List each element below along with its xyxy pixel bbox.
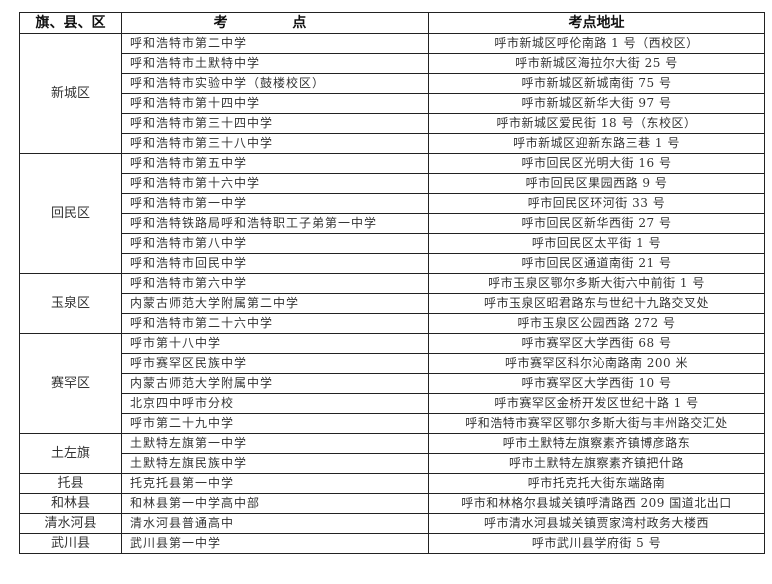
school-cell: 呼和浩特市第一中学	[121, 193, 429, 214]
school-cell: 呼和浩特市第六中学	[121, 273, 429, 294]
district-cell: 和林县	[19, 493, 122, 514]
district-cell: 清水河县	[19, 513, 122, 534]
table-row: 清水河县 清水河县普通高中 呼市清水河县城关镇贾家湾村政务大楼西	[19, 513, 765, 534]
school-cell: 托克托县第一中学	[121, 473, 429, 494]
header-district: 旗、县、区	[19, 12, 122, 34]
table-row: 和林县 和林县第一中学高中部 呼市和林格尔县城关镇呼清路西 209 国道北出口	[19, 493, 765, 514]
address-cell: 呼市回民区光明大街 16 号	[428, 153, 765, 174]
school-cell: 呼和浩特市第二十六中学	[121, 313, 429, 334]
table-row: 土左旗 土默特左旗第一中学 呼市土默特左旗察素齐镇博彦路东	[19, 433, 765, 474]
address-cell: 呼市玉泉区昭君路东与世纪十九路交叉处	[428, 293, 765, 314]
district-cell: 回民区	[19, 153, 122, 274]
table-row: 呼和浩特市土默特中学 呼市新城区海拉尔大街 25 号	[20, 53, 765, 74]
exam-sites-table: 旗、县、区 考 点 考点地址 新城区 呼和浩特市第二中学 呼市新城区呼伦南路 1 号…	[19, 12, 765, 554]
table-row: 内蒙古师范大学附属中学 呼市赛罕区大学西街 10 号	[20, 373, 765, 394]
school-cell: 土默特左旗民族中学	[121, 453, 429, 474]
district-cell: 新城区	[19, 33, 122, 154]
table-row: 呼和浩特市第二十六中学 呼市玉泉区公园西路 272 号	[20, 313, 765, 334]
address-cell: 呼市清水河县城关镇贾家湾村政务大楼西	[428, 513, 765, 534]
table-row: 新城区 呼和浩特市第二中学 呼市新城区呼伦南路 1 号（西校区）	[19, 33, 765, 154]
header-site: 考 点	[121, 12, 429, 34]
table-row: 呼和浩特市实验中学（鼓楼校区） 呼市新城区新城南街 75 号	[20, 73, 765, 94]
address-cell: 呼市赛罕区科尔沁南路南 200 米	[428, 353, 765, 374]
school-cell: 呼和浩特市第八中学	[121, 233, 429, 254]
table-row: 北京四中呼市分校 呼市赛罕区金桥开发区世纪十路 1 号	[20, 393, 765, 414]
district-cell: 土左旗	[19, 433, 122, 474]
school-cell: 呼市第二十九中学	[121, 413, 429, 434]
address-cell: 呼市玉泉区公园西路 272 号	[428, 313, 765, 334]
school-cell: 土默特左旗第一中学	[121, 433, 429, 454]
address-cell: 呼市新城区新华大街 97 号	[428, 93, 765, 114]
address-cell: 呼市新城区新城南街 75 号	[428, 73, 765, 94]
address-cell: 呼市新城区爱民街 18 号（东校区）	[428, 113, 765, 134]
header-address: 考点地址	[428, 12, 765, 34]
district-cell: 赛罕区	[19, 333, 122, 434]
school-cell: 呼和浩特市第十四中学	[121, 93, 429, 114]
address-cell: 呼市回民区太平街 1 号	[428, 233, 765, 254]
school-cell: 内蒙古师范大学附属第二中学	[121, 293, 429, 314]
address-cell: 呼市新城区迎新东路三巷 1 号	[428, 133, 765, 154]
school-cell: 内蒙古师范大学附属中学	[121, 373, 429, 394]
address-cell: 呼市和林格尔县城关镇呼清路西 209 国道北出口	[428, 493, 765, 514]
address-cell: 呼市赛罕区金桥开发区世纪十路 1 号	[428, 393, 765, 414]
header-row: 旗、县、区 考 点 考点地址	[19, 12, 765, 34]
table-body: 新城区 呼和浩特市第二中学 呼市新城区呼伦南路 1 号（西校区） 呼和浩特市土默特中学…	[19, 33, 765, 554]
address-cell: 呼市新城区呼伦南路 1 号（西校区）	[428, 33, 765, 54]
table-row: 呼和浩特市回民中学 呼市回民区通道南街 21 号	[20, 253, 765, 274]
address-cell: 呼市回民区环河街 33 号	[428, 193, 765, 214]
school-cell: 和林县第一中学高中部	[121, 493, 429, 514]
table-row: 玉泉区 呼和浩特市第六中学 呼市玉泉区鄂尔多斯大街六中前街 1 号	[19, 273, 765, 334]
table-row: 呼和浩特市第八中学 呼市回民区太平街 1 号	[20, 233, 765, 254]
address-cell: 呼市赛罕区大学西街 10 号	[428, 373, 765, 394]
address-cell: 呼市玉泉区鄂尔多斯大街六中前街 1 号	[428, 273, 765, 294]
address-cell: 呼市赛罕区大学西街 68 号	[428, 333, 765, 354]
school-cell: 呼和浩特市第三十八中学	[121, 133, 429, 154]
address-cell: 呼市回民区通道南街 21 号	[428, 253, 765, 274]
address-cell: 呼市新城区海拉尔大街 25 号	[428, 53, 765, 74]
district-cell: 武川县	[19, 533, 122, 554]
school-cell: 呼和浩特铁路局呼和浩特职工子弟第一中学	[121, 213, 429, 234]
table-row: 内蒙古师范大学附属第二中学 呼市玉泉区昭君路东与世纪十九路交叉处	[20, 293, 765, 314]
table-row: 呼和浩特市第一中学 呼市回民区环河街 33 号	[20, 193, 765, 214]
table-row: 回民区 呼和浩特市第五中学 呼市回民区光明大街 16 号	[19, 153, 765, 274]
district-cell: 玉泉区	[19, 273, 122, 334]
table-row: 呼和浩特市第三十四中学 呼市新城区爱民街 18 号（东校区）	[20, 113, 765, 134]
table-row: 赛罕区 呼市第十八中学 呼市赛罕区大学西街 68 号	[19, 333, 765, 434]
school-cell: 呼市第十八中学	[121, 333, 429, 354]
school-cell: 呼和浩特市第三十四中学	[121, 113, 429, 134]
district-cell: 托县	[19, 473, 122, 494]
address-cell: 呼市土默特左旗察素齐镇博彦路东	[428, 433, 765, 454]
school-cell: 呼和浩特市土默特中学	[121, 53, 429, 74]
school-cell: 清水河县普通高中	[121, 513, 429, 534]
address-cell: 呼市回民区新华西街 27 号	[428, 213, 765, 234]
school-cell: 武川县第一中学	[121, 533, 429, 554]
school-cell: 呼和浩特市回民中学	[121, 253, 429, 274]
table-row: 呼和浩特市第十四中学 呼市新城区新华大街 97 号	[20, 93, 765, 114]
address-cell: 呼市托克托大街东端路南	[428, 473, 765, 494]
table-row: 呼市赛罕区民族中学 呼市赛罕区科尔沁南路南 200 米	[20, 353, 765, 374]
school-cell: 呼和浩特市第二中学	[121, 33, 429, 54]
address-cell: 呼市武川县学府街 5 号	[428, 533, 765, 554]
address-cell: 呼市回民区果园西路 9 号	[428, 173, 765, 194]
school-cell: 呼和浩特市第十六中学	[121, 173, 429, 194]
school-cell: 北京四中呼市分校	[121, 393, 429, 414]
address-cell: 呼和浩特市赛罕区鄂尔多斯大街与丰州路交汇处	[428, 413, 765, 434]
table-row: 呼和浩特市第十六中学 呼市回民区果园西路 9 号	[20, 173, 765, 194]
table-row: 呼和浩特铁路局呼和浩特职工子弟第一中学 呼市回民区新华西街 27 号	[20, 213, 765, 234]
school-cell: 呼市赛罕区民族中学	[121, 353, 429, 374]
table-row: 呼市第二十九中学 呼和浩特市赛罕区鄂尔多斯大街与丰州路交汇处	[20, 413, 765, 434]
table-row: 武川县 武川县第一中学 呼市武川县学府街 5 号	[19, 533, 765, 554]
table-row: 托县 托克托县第一中学 呼市托克托大街东端路南	[19, 473, 765, 494]
school-cell: 呼和浩特市实验中学（鼓楼校区）	[121, 73, 429, 94]
school-cell: 呼和浩特市第五中学	[121, 153, 429, 174]
table-row: 呼和浩特市第三十八中学 呼市新城区迎新东路三巷 1 号	[20, 133, 765, 154]
address-cell: 呼市土默特左旗察素齐镇把什路	[428, 453, 765, 474]
table-row: 土默特左旗民族中学 呼市土默特左旗察素齐镇把什路	[20, 453, 765, 474]
